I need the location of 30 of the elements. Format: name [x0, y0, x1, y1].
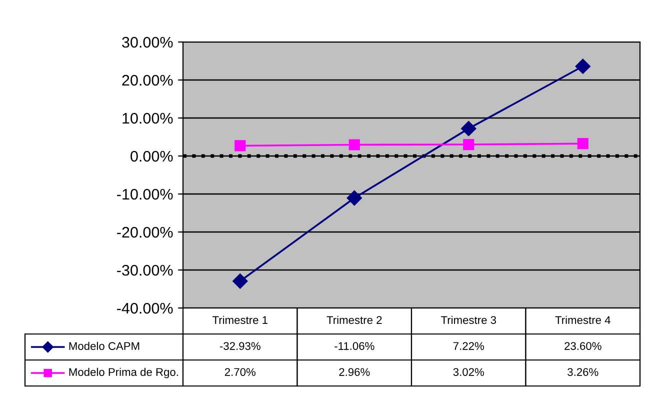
data-label: -11.06% [334, 342, 374, 350]
y-tick-label: -30.00% [117, 264, 173, 276]
x-tick-label: Trimestre 4 [555, 316, 610, 324]
data-label: 3.26% [568, 368, 598, 376]
x-tick-label: Trimestre 2 [326, 316, 382, 324]
y-tick-label: 0.00% [130, 150, 173, 162]
data-label: 3.02% [453, 368, 484, 376]
y-tick-label: -20.00% [117, 226, 173, 238]
point [234, 140, 246, 152]
y-tick-label: 20.00% [122, 74, 173, 86]
x-tick-label: Trimestre 1 [212, 316, 268, 324]
point [577, 138, 588, 150]
data-label: 7.22% [453, 342, 484, 350]
data-label: 2.70% [224, 368, 256, 376]
y-tick-label: 10.00% [122, 112, 173, 124]
point [232, 274, 248, 289]
y-tick-label: -10.00% [117, 188, 173, 200]
data-label: 2.96% [339, 368, 370, 376]
point [348, 139, 360, 150]
point [346, 190, 362, 206]
data-label: 23.60% [564, 342, 602, 350]
x-tick-label: Trimestre 3 [440, 316, 496, 324]
legend-label: Modelo Prima de Rgo. [69, 368, 178, 378]
data-label: -32.93% [220, 342, 260, 350]
point [575, 58, 590, 74]
y-tick-label: 30.00% [122, 36, 173, 48]
legend-label: Modelo CAPM [69, 342, 140, 350]
point [461, 120, 476, 136]
point [463, 138, 474, 150]
y-tick-label: -40.00% [117, 302, 173, 314]
